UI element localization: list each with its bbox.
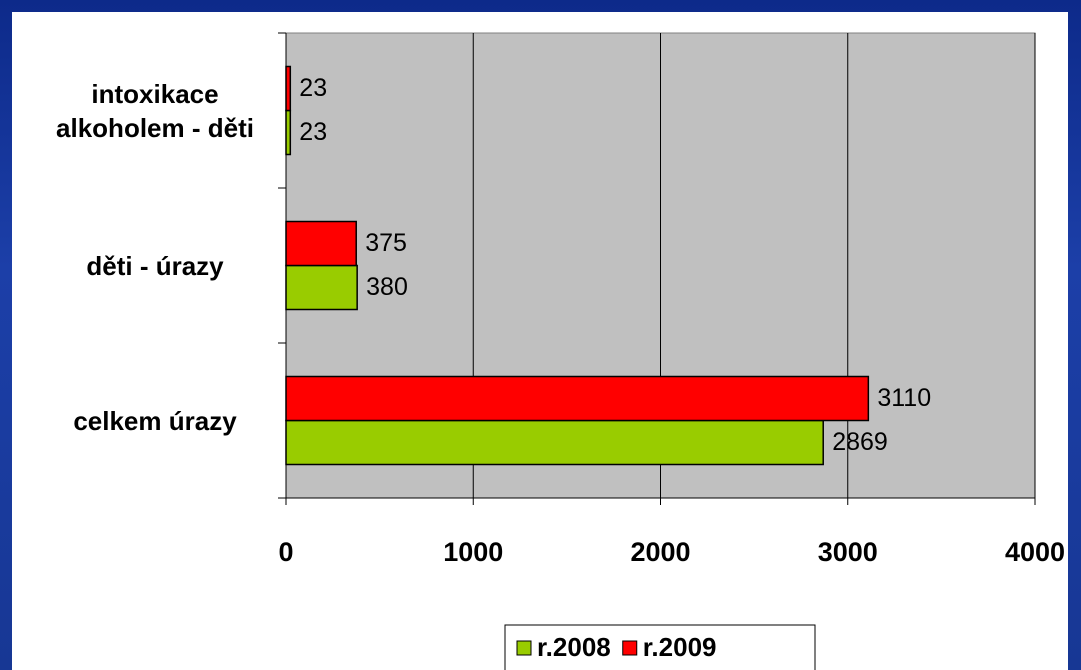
category-label: intoxikace alkoholem - děti xyxy=(56,78,254,143)
category-label: celkem úrazy xyxy=(73,405,237,436)
bar xyxy=(285,65,292,112)
value-label: 375 xyxy=(365,229,407,257)
value-label: 380 xyxy=(366,273,408,301)
bar xyxy=(285,419,824,466)
value-label: 3110 xyxy=(877,384,931,412)
bar xyxy=(285,375,870,422)
bar xyxy=(285,109,292,156)
bar xyxy=(285,220,357,267)
x-tick-label: 3000 xyxy=(818,537,878,567)
category-label: děti - úrazy xyxy=(86,250,224,281)
legend-swatch xyxy=(622,640,638,656)
legend-label: r.2009 xyxy=(643,632,717,662)
legend-label: r.2008 xyxy=(537,632,611,662)
x-tick-label: 4000 xyxy=(1005,537,1065,567)
legend-swatch xyxy=(516,640,532,656)
value-label: 2869 xyxy=(832,428,888,456)
legend-box xyxy=(504,624,816,670)
x-tick-label: 0 xyxy=(278,537,293,567)
value-label: 23 xyxy=(299,74,327,102)
value-label: 23 xyxy=(299,118,327,146)
bar xyxy=(285,264,358,311)
x-tick-label: 2000 xyxy=(630,537,690,567)
x-tick-label: 1000 xyxy=(443,537,503,567)
